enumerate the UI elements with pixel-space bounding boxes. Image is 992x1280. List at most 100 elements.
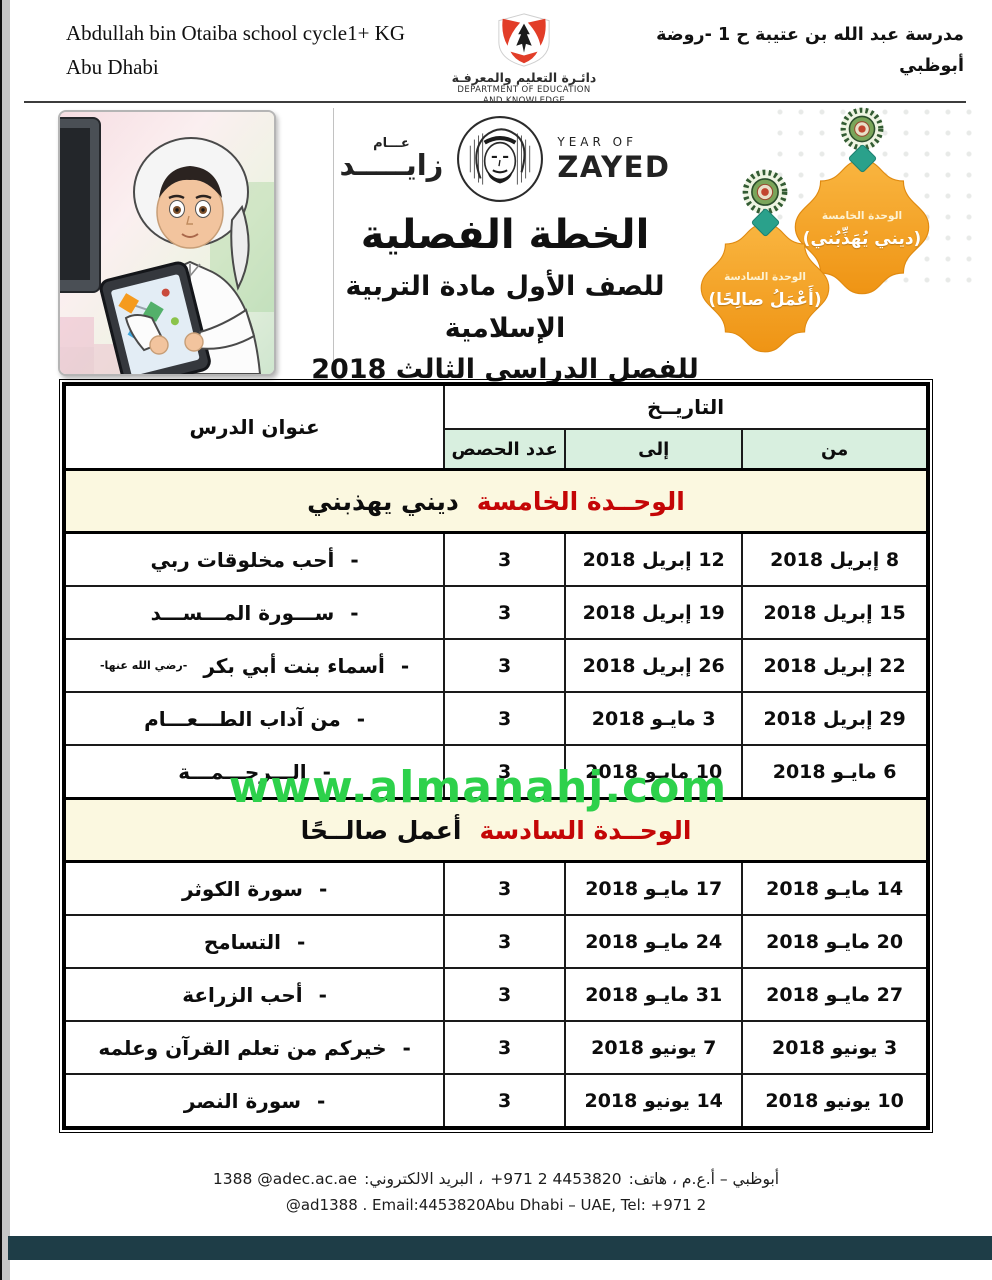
cell-to: 12 إبريل 2018 — [564, 531, 744, 587]
cell-periods: 3 — [443, 585, 567, 640]
lesson-dash: - — [402, 1035, 411, 1060]
col-header-from: من — [741, 428, 929, 471]
cell-periods: 3 — [443, 914, 567, 969]
lesson-title: سورة الكوثر — [181, 876, 303, 901]
title-line3: للفصل الدراسي الثالث 2018 — [311, 354, 699, 385]
lesson-dash: - — [297, 929, 306, 954]
table-header-row-date: التاريــخ عنوان الدرس — [62, 383, 929, 471]
lesson-title: الـــرحـــمـــة — [178, 759, 307, 784]
unit6-badge-label: (أَعْمَلُ صالِحًا) — [708, 289, 822, 310]
table-row: 3 يونيو 2018 7 يونيو 2018 3 - خيركم من ت… — [62, 1020, 929, 1075]
cell-lesson: - الـــرحـــمـــة — [62, 744, 446, 800]
lesson-title: سورة النصر — [183, 1088, 302, 1113]
unit5-badge-label: (ديني يُهَذِّبُني) — [802, 228, 922, 249]
adek-emblem-icon — [498, 13, 550, 67]
cell-lesson: - سورة الكوثر — [62, 860, 446, 916]
cell-periods: 3 — [443, 1073, 567, 1129]
scan-edge-black — [0, 0, 2, 1280]
cell-to: 17 مايـو 2018 — [564, 860, 744, 916]
col-header-periods: عدد الحصص — [443, 428, 567, 471]
unit6-badge-text: الوحدة السادسة (أَعْمَلُ صالِحًا) — [694, 222, 836, 358]
cell-to: 14 يونيو 2018 — [564, 1073, 744, 1129]
school-name-english: Abdullah bin Otaiba school cycle1+ KG Ab… — [66, 16, 405, 84]
unit5-header-inner: الوحــدة الخامسة ديني يهذبني — [67, 487, 925, 516]
unit6-title-black: أعمل صالــحًا — [300, 815, 462, 845]
zayed-english-wordmark: YEAR OF ZAYED — [557, 135, 670, 184]
adek-logo-block: دائـرة التعليم والمعرفـة DEPARTMENT OF E… — [446, 12, 602, 107]
school-name-arabic: مدرسة عبد الله بن عتيبة ح 1 -روضة أبوظبي — [614, 20, 964, 82]
table-row: 14 مايـو 2018 17 مايـو 2018 3 - سورة الك… — [62, 860, 929, 916]
header-divider — [24, 101, 966, 103]
col-header-date: التاريــخ — [443, 383, 929, 430]
lesson-title: ســـورة المـــســـد — [150, 600, 335, 625]
table-row: 10 يونيو 2018 14 يونيو 2018 3 - سورة الن… — [62, 1073, 929, 1129]
unit5-badge-text: الوحدة الخامسة (ديني يُهَذِّبُني) — [787, 158, 937, 300]
cell-periods: 3 — [443, 860, 567, 916]
cell-from: 14 مايـو 2018 — [741, 860, 929, 916]
schedule-table: التاريــخ عنوان الدرس من إلى عدد الحصص ا… — [59, 379, 933, 1133]
cell-to: 7 يونيو 2018 — [564, 1020, 744, 1075]
table-row: 20 مايـو 2018 24 مايـو 2018 3 - التسامح — [62, 914, 929, 969]
cell-lesson: - ســـورة المـــســـد — [62, 585, 446, 640]
lesson-title: التسامح — [203, 929, 282, 954]
lesson-title: أحب الزراعة — [182, 982, 303, 1007]
unit5-badge: الوحدة الخامسة (ديني يُهَذِّبُني) — [786, 106, 938, 300]
unit6-header-row: الوحــدة السادسة أعمل صالــحًا — [63, 797, 929, 863]
year-of-zayed-logo: عـــام زايـــــد YEAR OF ZAYED — [332, 110, 678, 208]
cell-from: 22 إبريل 2018 — [741, 638, 929, 693]
footer-city-phone-label: أبوظبي – أ.ع.م ، هاتف: — [628, 1170, 780, 1188]
unit6-header-cell: الوحــدة السادسة أعمل صالــحًا — [63, 797, 929, 863]
table-row: 6 مايـو 2018 10 مايـو 2018 3 - الـــرحــ… — [62, 744, 929, 800]
cell-periods: 3 — [443, 531, 567, 587]
lesson-dash: - — [350, 600, 359, 625]
cell-periods: 3 — [443, 1020, 567, 1075]
blossom-shape — [794, 159, 930, 295]
school-name-english-line2: Abu Dhabi — [66, 55, 159, 79]
cell-from: 10 يونيو 2018 — [741, 1073, 929, 1129]
cell-lesson: - أحب الزراعة — [62, 967, 446, 1022]
table-row: 27 مايـو 2018 31 مايـو 2018 3 - أحب الزر… — [62, 967, 929, 1022]
lesson-dash: - — [350, 547, 359, 572]
cell-lesson: - من آداب الطـــعـــام — [62, 691, 446, 746]
zayed-portrait-icon — [457, 116, 544, 202]
lesson-title: أحب مخلوقات ربي — [150, 547, 335, 572]
lesson-dash: - — [322, 759, 331, 784]
lesson-dash: - — [318, 982, 327, 1007]
school-name-english-line1: Abdullah bin Otaiba school cycle1+ KG — [66, 21, 406, 45]
unit6-blossom: الوحدة السادسة (أَعْمَلُ صالِحًا) — [694, 222, 836, 358]
lesson-title: خيركم من تعلم القرآن وعلمه — [98, 1035, 387, 1060]
unit6-title-red: الوحــدة السادسة — [479, 815, 692, 845]
unit5-header-cell: الوحــدة الخامسة ديني يهذبني — [63, 468, 929, 534]
unit6-badge-heading: الوحدة السادسة — [724, 270, 806, 283]
footer-contact-line2: @ad1388 . Email:4453820Abu Dhabi – UAE, … — [285, 1196, 707, 1214]
cell-to: 26 إبريل 2018 — [564, 638, 744, 693]
cell-to: 24 مايـو 2018 — [564, 914, 744, 969]
cell-lesson: - سورة النصر — [62, 1073, 446, 1129]
cell-to: 31 مايـو 2018 — [564, 967, 744, 1022]
unit5-blossom: الوحدة الخامسة (ديني يُهَذِّبُني) — [787, 158, 937, 300]
blossom-shape — [700, 223, 830, 353]
cell-periods: 3 — [443, 967, 567, 1022]
table-row: 8 إبريل 2018 12 إبريل 2018 3 - أحب مخلوق… — [62, 531, 929, 587]
student-illustration-art — [60, 112, 274, 374]
unit6-badge: الوحدة السادسة (أَعْمَلُ صالِحًا) — [692, 168, 838, 358]
zayed-arabic-main: زايـــــد — [339, 148, 444, 182]
cell-periods: 3 — [443, 691, 567, 746]
footer-phone-number: +971 2 4453820 — [490, 1170, 622, 1188]
lesson-note: -رضي الله عنها- — [99, 659, 188, 672]
schedule-table-wrap: التاريــخ عنوان الدرس من إلى عدد الحصص ا… — [59, 379, 933, 1133]
title-line1: الخطة الفصلية — [360, 212, 650, 258]
almanahj-watermark: www.almanahj.com — [228, 762, 728, 813]
zayed-arabic-top: عـــام — [373, 136, 410, 151]
footer-email-label: ، البريد الالكتروني: — [364, 1170, 484, 1188]
adek-name-arabic: دائـرة التعليم والمعرفـة — [451, 70, 597, 85]
col-header-to: إلى — [564, 428, 744, 471]
cell-periods: 3 — [443, 638, 567, 693]
cell-periods: 3 — [443, 744, 567, 800]
scan-edge-gray — [2, 0, 10, 1280]
zayed-english-main: ZAYED — [557, 149, 671, 184]
cell-to: 3 مايـو 2018 — [564, 691, 744, 746]
unit5-title-red: الوحــدة الخامسة — [476, 486, 685, 516]
hero-column-divider — [333, 108, 334, 372]
